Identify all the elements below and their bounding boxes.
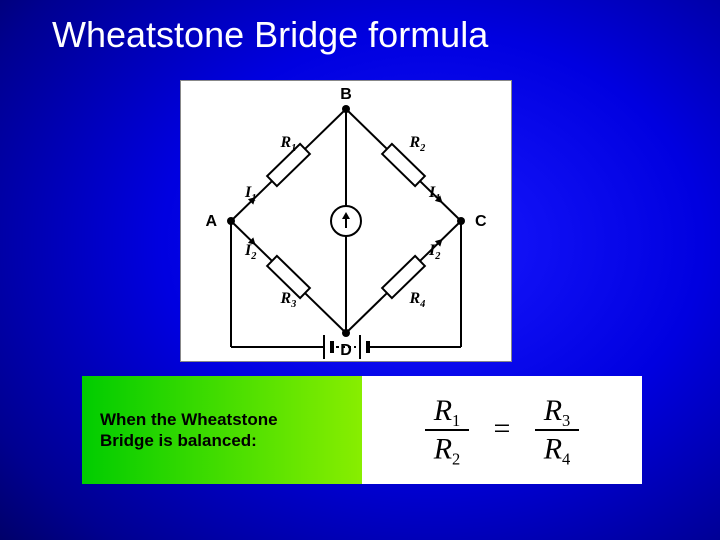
formula-caption-line2: Bridge is balanced:: [100, 430, 362, 451]
formula-svg: R1R2 = R3R4: [392, 382, 612, 478]
svg-text:R2: R2: [433, 433, 461, 469]
svg-text:R4: R4: [409, 290, 426, 310]
svg-text:R3: R3: [543, 394, 571, 430]
svg-text:R1: R1: [280, 134, 297, 154]
svg-text:C: C: [475, 213, 487, 230]
svg-text:B: B: [340, 86, 352, 103]
svg-text:R1: R1: [433, 394, 461, 430]
circuit-svg: R1R2R3R4I1I1I2I2ABCD: [181, 81, 511, 361]
svg-text:R4: R4: [543, 433, 571, 469]
formula-caption-box: When the Wheatstone Bridge is balanced:: [82, 376, 362, 484]
svg-text:I1: I1: [428, 184, 440, 204]
slide-title: Wheatstone Bridge formula: [52, 14, 488, 56]
formula-caption-line1: When the Wheatstone: [100, 409, 362, 430]
svg-text:R2: R2: [409, 134, 426, 154]
formula-box: When the Wheatstone Bridge is balanced: …: [82, 376, 642, 484]
svg-text:A: A: [205, 213, 217, 230]
circuit-diagram: R1R2R3R4I1I1I2I2ABCD: [180, 80, 512, 362]
svg-text:D: D: [340, 342, 352, 359]
svg-text:=: =: [494, 412, 511, 445]
svg-text:I2: I2: [428, 242, 440, 262]
formula-equation-box: R1R2 = R3R4: [362, 376, 642, 484]
